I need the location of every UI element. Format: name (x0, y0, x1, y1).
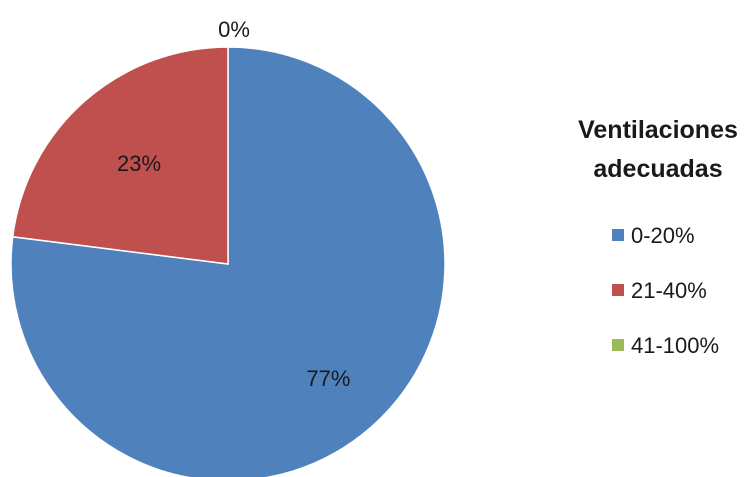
pie-slices (10, 46, 446, 477)
legend-items: 0-20% 21-40% 41-100% (612, 223, 719, 358)
legend-label-1: 21-40% (631, 278, 707, 303)
legend-swatch-2 (612, 339, 624, 351)
data-label-2: 0% (218, 17, 250, 42)
legend: Ventilaciones adecuadas 0-20% 21-40% 41-10… (578, 116, 738, 358)
legend-label-0: 0-20% (631, 223, 695, 248)
pie-slice-21-40 (11, 46, 229, 265)
data-labels: 77% 23% 0% (117, 17, 350, 391)
legend-swatch-0 (612, 229, 624, 241)
legend-title-line-1: Ventilaciones (578, 116, 738, 144)
legend-title-line-2: adecuadas (593, 155, 722, 183)
data-label-0: 77% (306, 366, 350, 391)
legend-swatch-1 (612, 284, 624, 296)
data-label-1: 23% (117, 151, 161, 176)
legend-label-2: 41-100% (631, 333, 719, 358)
